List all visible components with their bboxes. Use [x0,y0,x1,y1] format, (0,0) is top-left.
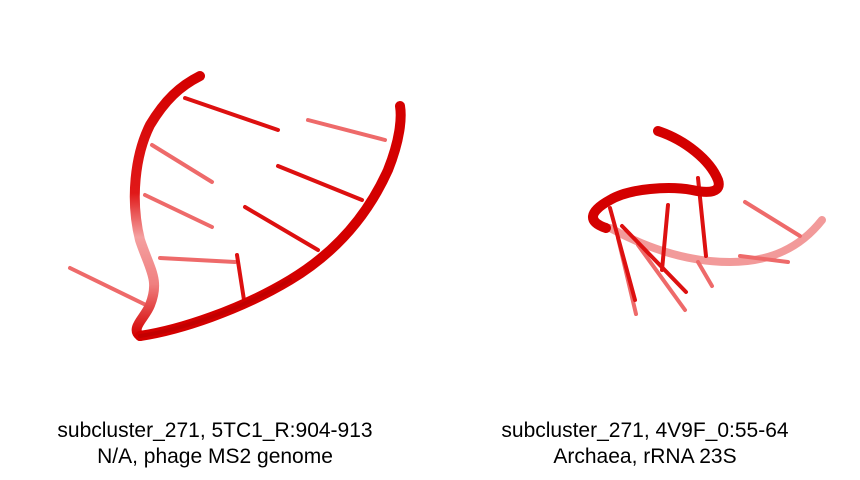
base-sticks-front [608,176,708,302]
base-stick [276,164,364,202]
caption-left-line2: N/A, phage MS2 genome [97,445,333,468]
base-stick [696,260,714,288]
base-sticks-back [68,118,387,308]
base-stick [743,200,802,238]
base-sticks-front [183,96,364,302]
structure-panel-right: subcluster_271, 4V9F_0:55-64 Archaea, rR… [430,0,860,480]
base-stick [143,193,214,229]
caption-right: subcluster_271, 4V9F_0:55-64 Archaea, rR… [430,418,860,470]
base-stick [608,206,637,302]
base-stick [158,256,237,264]
base-stick [660,203,670,272]
rna-backbone-front [588,126,724,233]
base-stick [68,266,150,308]
rna-backbone-rear [606,216,826,267]
caption-left-line1: subcluster_271, 5TC1_R:904-913 [57,419,373,442]
rna-structure-4v9f [588,126,826,316]
backbone-shade [138,278,292,338]
caption-right-line1: subcluster_271, 4V9F_0:55-64 [501,419,789,442]
base-stick [738,254,790,264]
rna-backbone-5prime [129,71,205,341]
base-stick [243,205,320,252]
base-stick [183,96,280,132]
structure-panel-left: subcluster_271, 5TC1_R:904-913 N/A, phag… [0,71,430,470]
caption-right-line2: Archaea, rRNA 23S [553,445,737,468]
base-stick [636,243,687,312]
base-stick [306,118,387,142]
base-stick [150,143,214,184]
caption-left: subcluster_271, 5TC1_R:904-913 N/A, phag… [0,418,430,470]
rna-structure-5tc1 [68,71,406,341]
base-stick [235,253,246,302]
base-stick [620,224,688,294]
